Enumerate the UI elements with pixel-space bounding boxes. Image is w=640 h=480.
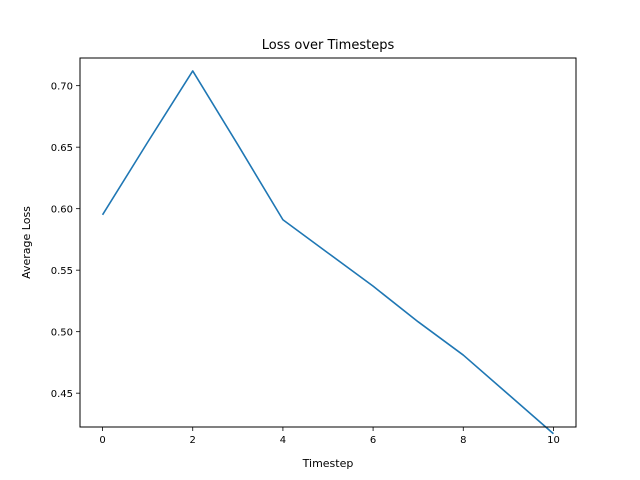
x-axis: 0 2 4 6 8 10 [99,427,560,446]
y-axis-label: Average Loss [20,206,33,279]
series-layer [101,70,554,435]
chart-title: Loss over Timesteps [262,38,395,53]
y-tick-label: 0.55 [51,266,73,277]
y-tick-label: 0.60 [51,205,73,216]
y-tick-label: 0.65 [51,143,73,154]
series-line-0 [101,70,554,435]
y-tick-label: 0.45 [51,389,73,400]
x-tick-label: 8 [460,435,466,446]
x-tick-label: 10 [547,435,560,446]
x-tick-label: 6 [370,435,376,446]
x-tick-label: 2 [190,435,196,446]
x-axis-label: Timestep [302,457,354,470]
y-axis: 0.45 0.50 0.55 0.60 0.65 0.70 [51,82,80,400]
y-tick-label: 0.70 [51,82,73,93]
plot-frame [79,57,577,428]
x-tick-label: 4 [280,435,286,446]
x-tick-label: 0 [99,435,105,446]
y-tick-label: 0.50 [51,328,73,339]
